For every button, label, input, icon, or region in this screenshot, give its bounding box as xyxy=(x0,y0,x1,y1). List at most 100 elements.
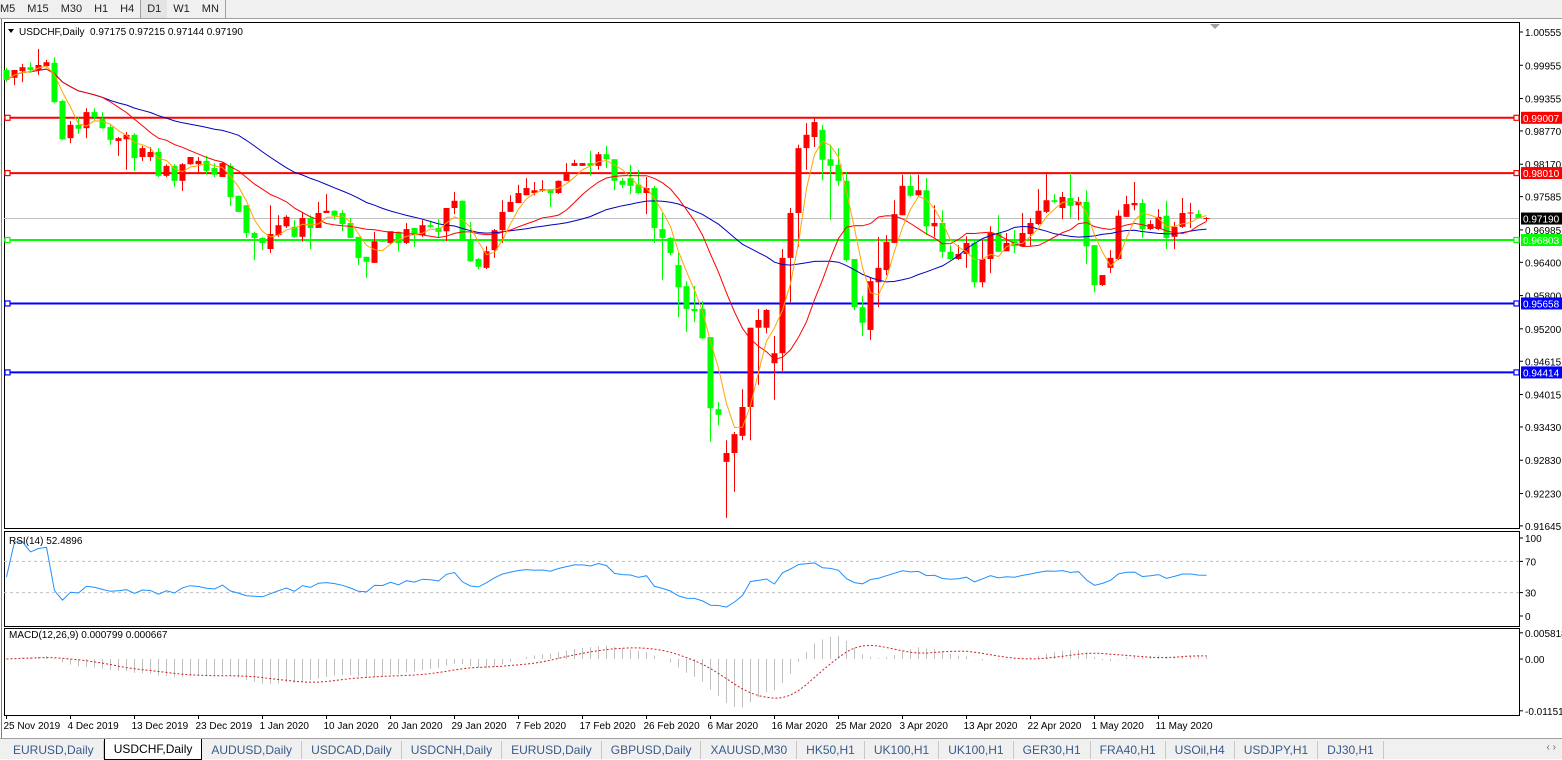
candle-body xyxy=(707,337,714,409)
candle-body xyxy=(75,124,82,129)
candle xyxy=(843,171,850,262)
candle-body xyxy=(395,231,402,243)
level-line-handle[interactable] xyxy=(4,169,11,177)
price-axis-label: 0.99955 xyxy=(1525,61,1562,72)
candle-body xyxy=(203,160,210,171)
moving-average-slow-line xyxy=(6,68,1207,283)
date-axis-label: 6 Mar 2020 xyxy=(708,721,759,732)
candle xyxy=(27,62,34,73)
level-line-handle[interactable] xyxy=(1513,300,1520,307)
level-line-handle[interactable] xyxy=(4,300,11,307)
chart-tab[interactable]: USDCHF,Daily xyxy=(103,739,203,760)
candle xyxy=(939,210,946,258)
candle-body xyxy=(987,232,994,259)
chart-tab[interactable]: UK100,H1 xyxy=(939,741,1014,759)
candle xyxy=(707,337,714,442)
candle-body xyxy=(779,257,786,354)
level-price-label-box xyxy=(1521,167,1562,180)
candle-body xyxy=(587,163,594,166)
timeframe-h1-button[interactable]: H1 xyxy=(94,3,109,15)
level-line-handle[interactable] xyxy=(1513,236,1520,244)
level-line-handle[interactable] xyxy=(4,236,11,244)
date-axis-label: 26 Feb 2020 xyxy=(644,721,701,732)
timeframe-m5-button[interactable]: M5 xyxy=(0,3,16,15)
chart-tab[interactable]: USDJPY,H1 xyxy=(1235,741,1319,759)
main-price-pane xyxy=(4,22,1520,529)
date-axis-label: 1 Jan 2020 xyxy=(260,721,310,732)
level-price-label: 0.94414 xyxy=(1523,368,1560,379)
candle-body xyxy=(491,230,498,251)
candle-body xyxy=(299,217,306,237)
moving-average-fast-line xyxy=(6,65,1207,429)
chart-tab[interactable]: GBPUSD,Daily xyxy=(602,741,702,759)
chart-tab[interactable]: XAUUSD,M30 xyxy=(701,741,798,759)
chart-window[interactable]: 1.00555 0.99955 0.99355 0.98770 0.98170 0.975… xyxy=(0,0,1562,738)
candle-body xyxy=(659,229,666,238)
chart-tab[interactable]: USDCAD,Daily xyxy=(302,741,402,759)
timeframe-h4-button[interactable]: H4 xyxy=(120,3,135,15)
level-price-label: 0.95658 xyxy=(1523,299,1560,310)
candle xyxy=(379,240,386,242)
macd-axis-label: 0.00 xyxy=(1525,655,1545,666)
candle-body xyxy=(547,189,554,194)
price-axis-label: 1.00555 xyxy=(1525,28,1562,39)
candle-body xyxy=(67,124,74,139)
timeframe-mn-button[interactable]: MN xyxy=(196,0,226,18)
chart-tab[interactable]: GER30,H1 xyxy=(1014,741,1091,759)
candle xyxy=(515,184,522,204)
price-axis-label: 0.98770 xyxy=(1525,127,1562,138)
current-price-label-box xyxy=(1521,212,1562,225)
timeframe-toolbar: M5 M15 M30 H1 H4 D1 W1 MN xyxy=(0,0,1562,19)
timeframe-m30-button[interactable]: M30 xyxy=(60,3,83,15)
candle-body xyxy=(235,195,242,212)
candle-body xyxy=(859,307,866,323)
date-axis-label: 13 Apr 2020 xyxy=(964,721,1018,732)
candle-body xyxy=(843,180,850,261)
candle-body xyxy=(515,193,522,204)
candle xyxy=(923,178,930,236)
macd-signal-line xyxy=(6,644,1207,699)
chart-tab[interactable]: AUDUSD,Daily xyxy=(202,741,303,759)
chart-tab[interactable]: HK50,H1 xyxy=(797,741,865,759)
candle-body xyxy=(483,251,490,268)
level-price-label: 0.99007 xyxy=(1523,114,1560,125)
candle-body xyxy=(907,185,914,196)
chart-shift-marker-icon[interactable] xyxy=(1210,24,1220,29)
chart-ohlc-values: 0.97175 0.97215 0.97144 0.97190 xyxy=(90,27,243,38)
chart-tab[interactable]: FRA40,H1 xyxy=(1091,741,1166,759)
candle-body xyxy=(267,234,274,250)
chart-tab[interactable]: DJ30,H1 xyxy=(1318,741,1384,759)
collapse-triangle-icon[interactable] xyxy=(8,29,14,33)
candle-body xyxy=(827,159,834,166)
level-line-handle[interactable] xyxy=(1513,114,1520,121)
chart-tab[interactable]: UK100,H1 xyxy=(865,741,940,759)
date-axis-label: 29 Jan 2020 xyxy=(452,721,507,732)
candle xyxy=(67,120,74,144)
rsi-axis-label: 70 xyxy=(1525,557,1537,568)
chart-tab[interactable]: EURUSD,Daily xyxy=(502,741,602,759)
level-line-handle[interactable] xyxy=(1513,369,1520,376)
candle-body xyxy=(99,118,106,129)
candle-body xyxy=(115,138,122,141)
candle-body xyxy=(443,207,450,232)
chart-tab[interactable]: USDCNH,Daily xyxy=(402,741,503,759)
timeframe-d1-button[interactable]: D1 xyxy=(140,0,168,18)
candle xyxy=(275,215,282,237)
rsi-axis-label: 30 xyxy=(1525,589,1537,600)
candle xyxy=(635,169,642,195)
candle-body xyxy=(819,129,826,160)
level-line-handle[interactable] xyxy=(1513,169,1520,177)
tab-scroll-arrows-icon[interactable]: ‹ › xyxy=(1546,742,1556,753)
candle xyxy=(131,133,138,171)
candle-body xyxy=(731,434,738,454)
chart-tab[interactable]: USOil,H4 xyxy=(1166,741,1235,759)
level-line-handle[interactable] xyxy=(4,114,11,121)
timeframe-w1-button[interactable]: W1 xyxy=(173,3,190,15)
timeframe-m15-button[interactable]: M15 xyxy=(27,3,49,15)
level-line-handle[interactable] xyxy=(4,369,11,376)
candle xyxy=(331,210,338,220)
candle-body xyxy=(627,178,634,186)
chart-tab[interactable]: EURUSD,Daily xyxy=(4,741,104,759)
level-price-label: 0.96803 xyxy=(1523,236,1560,247)
candle-body xyxy=(259,237,266,243)
